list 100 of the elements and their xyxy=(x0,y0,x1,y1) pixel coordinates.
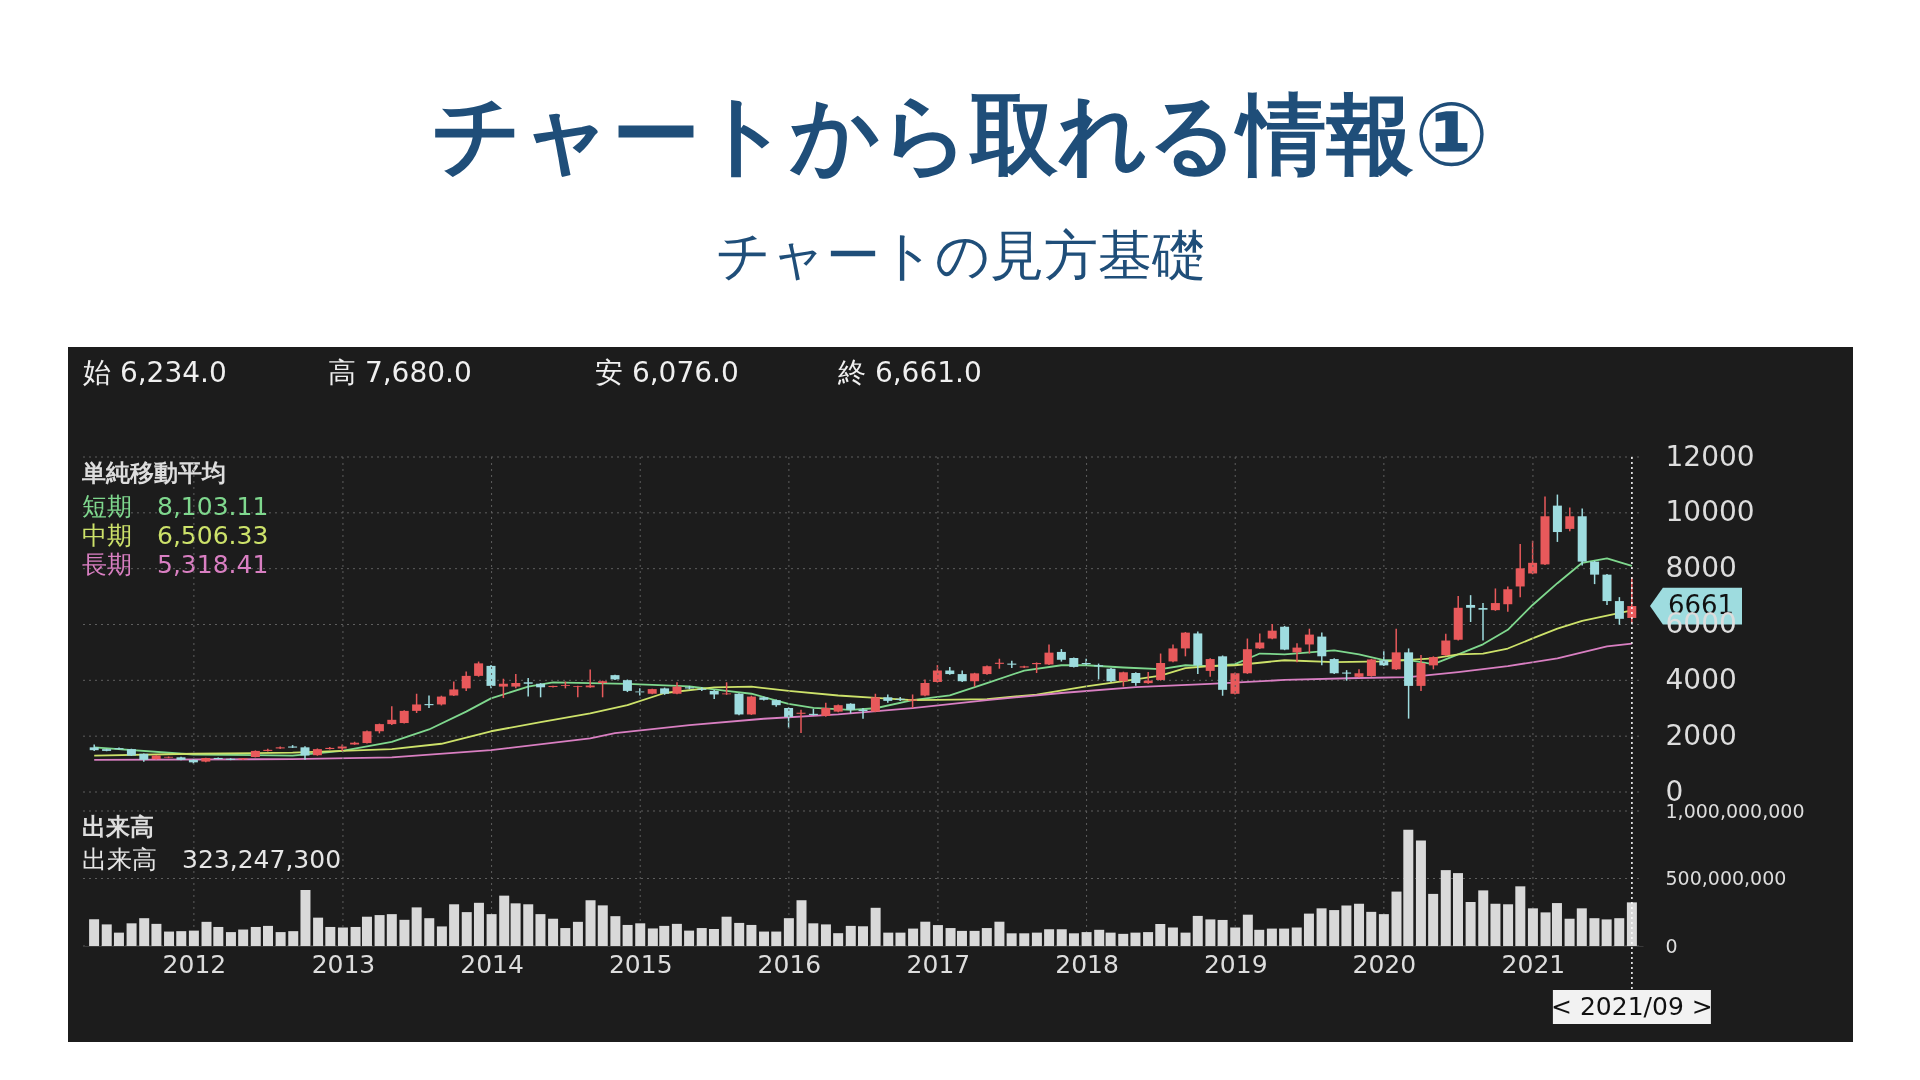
candlestick xyxy=(461,670,471,692)
bar xyxy=(399,919,410,946)
bar xyxy=(1143,932,1154,946)
bar xyxy=(1279,928,1290,946)
candlestick xyxy=(1205,657,1215,678)
bar xyxy=(708,928,719,946)
bar xyxy=(1354,903,1365,946)
candlestick xyxy=(1391,627,1401,671)
bar xyxy=(1303,913,1314,946)
candlestick xyxy=(1304,627,1314,655)
bar xyxy=(1564,918,1575,946)
candlestick xyxy=(1590,560,1600,585)
bar xyxy=(535,914,546,946)
y-tick-label: 2000 xyxy=(1665,718,1737,752)
bar xyxy=(1503,904,1514,946)
legend-title: 出来高 xyxy=(82,813,154,841)
candlestick xyxy=(895,696,905,702)
bar xyxy=(436,926,447,946)
bar xyxy=(1391,891,1402,946)
bar xyxy=(1316,908,1327,946)
bar xyxy=(1366,911,1377,946)
bar xyxy=(994,921,1005,946)
line-series xyxy=(93,642,1633,761)
candlestick xyxy=(1156,652,1166,682)
bar xyxy=(932,925,943,946)
x-tick-label: 2015 xyxy=(608,949,673,979)
y-tick-label: 4000 xyxy=(1665,662,1737,696)
candlestick xyxy=(1503,585,1513,613)
bar xyxy=(1527,908,1538,946)
bar xyxy=(771,931,782,946)
bar xyxy=(1329,910,1340,946)
candlestick xyxy=(1614,596,1624,626)
bar xyxy=(721,916,732,946)
y-tick-label: 12000 xyxy=(1665,439,1755,473)
bar xyxy=(622,924,633,946)
candlestick xyxy=(1044,643,1054,666)
bar xyxy=(1440,870,1451,946)
bar xyxy=(635,923,646,946)
bar xyxy=(1155,924,1166,946)
chart-title: チャートから取れる情報① xyxy=(432,83,1489,186)
candlestick xyxy=(424,694,434,709)
candlestick xyxy=(263,747,273,753)
bar xyxy=(473,902,484,946)
bar xyxy=(969,930,980,946)
candlestick xyxy=(387,705,397,726)
candlestick xyxy=(573,684,583,699)
bar xyxy=(449,904,460,946)
bar xyxy=(908,928,919,946)
y-tick-label: 8000 xyxy=(1665,551,1737,585)
bar xyxy=(981,928,992,946)
candlestick xyxy=(523,677,533,698)
bar xyxy=(1081,932,1092,946)
bar xyxy=(1291,927,1302,946)
bar xyxy=(300,889,311,946)
x-tick-label: 2012 xyxy=(162,949,227,979)
candlestick xyxy=(1180,631,1190,658)
bar xyxy=(188,930,199,946)
candlestick xyxy=(1280,625,1290,651)
x-tick-label: 2016 xyxy=(757,949,822,979)
bar xyxy=(113,932,124,946)
bar xyxy=(734,922,745,946)
bar xyxy=(1490,903,1501,946)
bar xyxy=(1341,905,1352,946)
bar xyxy=(833,933,844,946)
bar xyxy=(1167,927,1178,946)
bar xyxy=(151,923,162,946)
bar xyxy=(1180,932,1191,946)
candlestick xyxy=(796,709,806,734)
bar xyxy=(783,918,794,946)
bar xyxy=(1094,929,1105,946)
bar xyxy=(1428,893,1439,946)
text: 始 6,234.0 xyxy=(83,356,227,389)
bar xyxy=(499,895,510,946)
bar xyxy=(325,926,336,946)
bar xyxy=(337,927,348,946)
bar xyxy=(845,925,856,946)
x-tick-label: 2018 xyxy=(1055,949,1119,979)
bar xyxy=(759,931,770,946)
bar xyxy=(585,900,596,946)
bar xyxy=(1019,933,1030,946)
bar xyxy=(1105,932,1116,946)
bar xyxy=(139,918,150,946)
candlestick xyxy=(734,692,744,716)
candlestick xyxy=(1416,654,1426,692)
bar xyxy=(1601,919,1612,946)
x-tick-label: 2017 xyxy=(906,949,971,979)
bar xyxy=(1478,890,1489,946)
bar xyxy=(1415,840,1426,946)
x-tick-label: 2019 xyxy=(1203,949,1268,979)
bar xyxy=(1056,929,1067,946)
bar xyxy=(1044,929,1055,946)
bar xyxy=(250,926,261,946)
x-tick-label: 2013 xyxy=(311,949,376,979)
text: 高 7,680.0 xyxy=(328,356,472,389)
bar xyxy=(424,918,435,946)
series-label: 出来高 323,247,300 xyxy=(82,845,342,874)
bar xyxy=(858,926,868,946)
bar xyxy=(1266,928,1277,946)
bar xyxy=(1068,933,1079,946)
bar xyxy=(374,915,385,946)
